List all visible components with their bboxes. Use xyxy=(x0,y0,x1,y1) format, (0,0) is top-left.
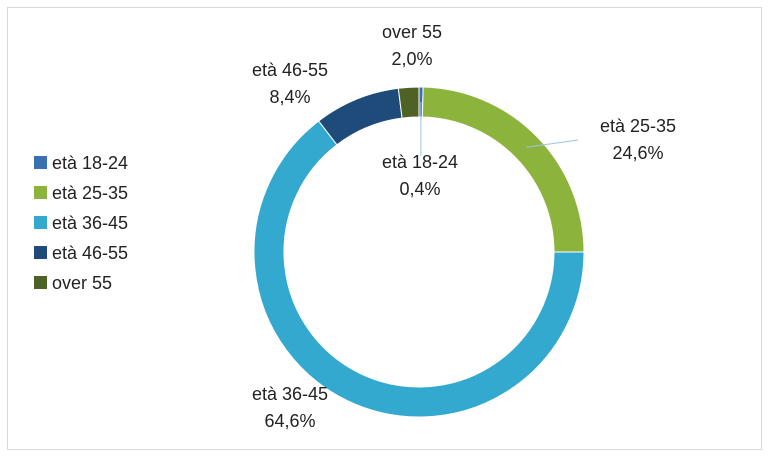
data-label-name: età 46-55 xyxy=(252,60,328,80)
data-label-value: 2,0% xyxy=(391,49,432,69)
legend-item: over 55 xyxy=(34,270,132,296)
legend-label: età 36-45 xyxy=(52,213,129,233)
legend-label: over 55 xyxy=(52,273,113,293)
leader-line xyxy=(526,139,579,148)
legend-swatch xyxy=(34,186,47,199)
data-label-value: 8,4% xyxy=(269,87,310,107)
data-label-value: 64,6% xyxy=(264,411,315,431)
legend: età 18-24 età 25-35 età 36-45 età 46-55 over… xyxy=(34,150,144,350)
legend-swatch xyxy=(34,246,47,259)
data-label-name: età 36-45 xyxy=(252,384,328,404)
legend-item: età 25-35 xyxy=(34,180,132,206)
data-label-name: età 18-24 xyxy=(382,152,458,172)
data-label-name: età 25-35 xyxy=(600,116,676,136)
legend-label: età 46-55 xyxy=(52,243,129,263)
legend-item: età 18-24 xyxy=(34,150,132,176)
legend-item: età 46-55 xyxy=(34,240,132,266)
legend-item: età 36-45 xyxy=(34,210,132,236)
donut-slice xyxy=(397,86,420,119)
legend-swatch xyxy=(34,216,47,229)
legend-label: età 25-35 xyxy=(52,183,129,203)
legend-label: età 18-24 xyxy=(52,153,129,173)
donut-slice xyxy=(253,120,585,418)
legend-swatch xyxy=(34,276,47,289)
chart-border xyxy=(7,7,762,450)
data-label-value: 0,4% xyxy=(399,179,440,199)
legend-swatch xyxy=(34,156,47,169)
data-label-value: 24,6% xyxy=(612,143,663,163)
data-label-name: over 55 xyxy=(382,22,442,42)
